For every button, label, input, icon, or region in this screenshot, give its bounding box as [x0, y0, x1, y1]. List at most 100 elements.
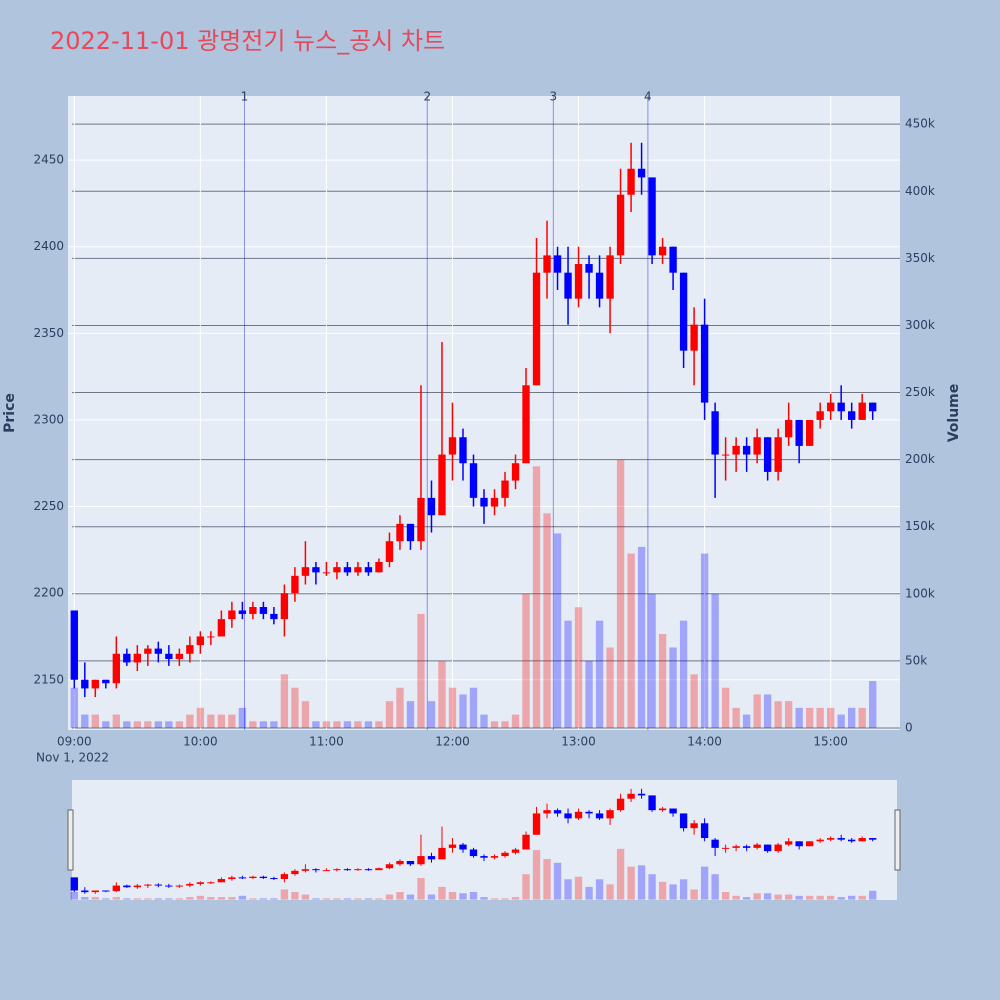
candle-body — [396, 523, 404, 542]
mini-candle-body — [700, 823, 709, 839]
mini-candle-body — [385, 864, 394, 869]
volume-bar — [396, 687, 404, 728]
mini-candle-body — [427, 856, 436, 860]
mini-candle-body — [459, 844, 467, 850]
mini-candle-body — [238, 877, 247, 879]
volume-bar — [228, 714, 236, 728]
y-tick-label: 2150 — [33, 672, 64, 686]
candle-body — [312, 567, 320, 573]
candle-body — [721, 454, 730, 456]
mini-volume-bar — [406, 894, 415, 900]
candle-body — [301, 567, 310, 576]
mini-candle-body — [805, 841, 814, 847]
mini-candle-body — [364, 869, 373, 871]
mini-volume-bar — [301, 894, 310, 900]
candle-body — [343, 567, 352, 573]
mini-volume-bar — [627, 866, 635, 900]
candle-body — [669, 246, 677, 273]
y-tick-label: 2300 — [33, 412, 64, 426]
candle-body — [637, 168, 646, 178]
mini-volume-bar — [501, 898, 509, 900]
volume-bar — [333, 721, 341, 728]
mini-volume-bar — [448, 892, 457, 900]
range-handle[interactable] — [894, 809, 901, 871]
mini-candle-body — [795, 841, 803, 847]
mini-candle-body — [690, 823, 698, 829]
mini-candle-body — [154, 884, 163, 886]
mini-candle-body — [396, 860, 404, 865]
mini-volume-bar — [343, 898, 352, 900]
x-tick-label: 13:00 — [561, 735, 596, 749]
mini-candle-body — [606, 810, 614, 819]
candle-body — [165, 653, 173, 659]
volume-bar — [207, 714, 215, 728]
mini-candle-body — [438, 847, 446, 860]
volume-bar — [826, 707, 835, 728]
x-tick-label: 14:00 — [687, 735, 722, 749]
candle-body — [448, 437, 457, 455]
mini-volume-bar — [574, 876, 583, 900]
volume-bar — [301, 701, 310, 728]
volume-bar — [690, 674, 698, 728]
mini-volume-bar — [490, 898, 499, 900]
volume-bar — [354, 721, 362, 728]
volume-bar — [648, 593, 656, 728]
volume-bar — [564, 620, 572, 728]
candle-body — [70, 610, 78, 680]
volume-bar — [459, 694, 467, 728]
volume-bar — [417, 613, 425, 728]
volume-bar — [774, 701, 782, 728]
range-slider[interactable] — [72, 780, 897, 900]
volume-bar — [784, 701, 793, 728]
mini-volume-bar — [81, 897, 89, 900]
mini-candle-body — [637, 793, 646, 796]
candle-body — [238, 610, 247, 614]
mini-candle-body — [848, 839, 856, 842]
mini-volume-bar — [270, 898, 278, 900]
mini-candle-body — [826, 838, 835, 840]
y2-tick-label: 250k — [905, 385, 935, 399]
mini-volume-bar — [91, 897, 99, 900]
candle-body — [333, 567, 341, 573]
mini-volume-bar — [805, 895, 814, 900]
x-tick-label: 10:00 — [183, 735, 218, 749]
candle-body — [543, 255, 551, 273]
mini-candle-body — [574, 811, 583, 819]
candle-body — [81, 679, 89, 689]
mini-candle-body — [448, 844, 457, 848]
x-tick-label: 11:00 — [309, 735, 344, 749]
volume-bar — [144, 721, 152, 728]
mini-volume-bar — [511, 897, 520, 900]
volume-bar — [700, 553, 709, 728]
mini-candle-body — [679, 813, 688, 829]
mini-volume-bar — [532, 850, 541, 900]
mini-volume-bar — [427, 894, 436, 900]
mini-candle-body — [543, 810, 551, 814]
mini-candle-body — [616, 798, 625, 811]
candle-body — [280, 593, 289, 620]
mini-candle-body — [217, 879, 226, 883]
y-tick-label: 2450 — [33, 153, 64, 167]
volume-bar — [669, 647, 677, 728]
volume-bar — [312, 721, 320, 728]
mini-candle-body — [669, 808, 677, 814]
candle-body — [574, 264, 583, 299]
volume-bar — [553, 533, 562, 728]
candle-body — [123, 653, 131, 663]
volume-bar — [616, 459, 625, 728]
candle-body — [249, 607, 257, 614]
volume-bar — [606, 647, 614, 728]
event-label: 3 — [550, 90, 558, 104]
candle-body — [196, 636, 205, 646]
candle-body — [627, 168, 635, 195]
candle-body — [532, 272, 541, 386]
range-handle[interactable] — [67, 809, 74, 871]
y2-tick-label: 200k — [905, 452, 935, 466]
mini-volume-bar — [333, 898, 341, 900]
candle-body — [427, 497, 436, 516]
mini-candle-body — [123, 885, 131, 888]
mini-candle-body — [175, 885, 184, 887]
mini-volume-bar — [417, 878, 425, 900]
candle-body — [385, 541, 394, 562]
volume-bar — [511, 714, 520, 728]
